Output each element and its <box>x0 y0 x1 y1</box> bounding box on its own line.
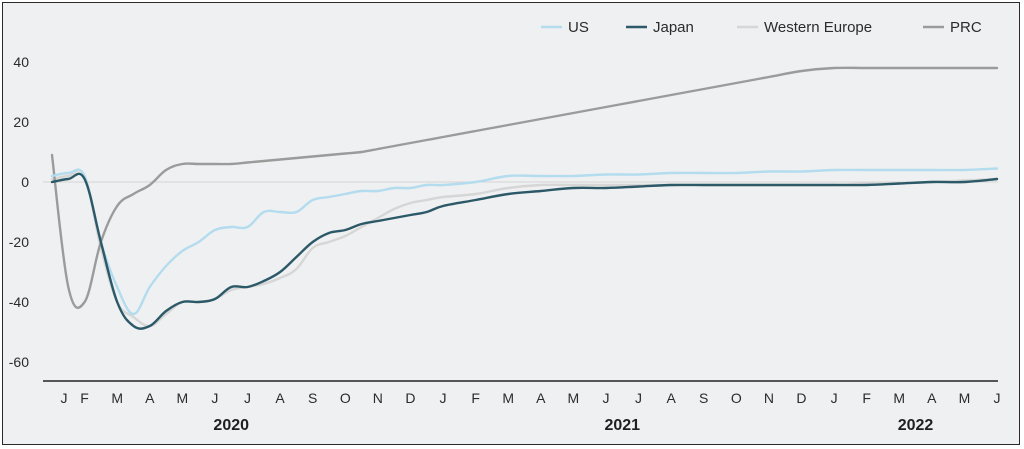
x-tick-label: N <box>764 390 774 406</box>
x-tick-label: S <box>699 390 708 406</box>
x-tick-label: M <box>177 390 189 406</box>
y-tick-label: -20 <box>9 234 29 250</box>
x-tick-label: J <box>244 390 251 406</box>
x-tick-label: F <box>80 390 89 406</box>
x-tick-label: J <box>61 390 68 406</box>
series-line-japan <box>50 172 999 330</box>
x-tick-label: S <box>308 390 317 406</box>
year-label: 2021 <box>604 417 640 434</box>
x-tick-label: M <box>502 390 514 406</box>
x-tick-label: M <box>893 390 905 406</box>
legend-label-prc: PRC <box>950 19 982 36</box>
x-tick-label: M <box>959 390 971 406</box>
x-tick-label: J <box>211 390 218 406</box>
x-tick-label: M <box>111 390 123 406</box>
x-tick-label: O <box>340 390 351 406</box>
y-tick-label: -60 <box>9 354 29 370</box>
x-tick-label: D <box>405 390 415 406</box>
x-tick-label: A <box>536 390 546 406</box>
x-tick-label: A <box>275 390 285 406</box>
x-tick-label: J <box>635 390 642 406</box>
x-tick-label: J <box>440 390 447 406</box>
x-tick-label: M <box>568 390 580 406</box>
x-tick-label: D <box>796 390 806 406</box>
series-line-us <box>50 167 999 316</box>
y-tick-label: -40 <box>9 294 29 310</box>
year-label: 2022 <box>898 417 934 434</box>
legend-label-us: US <box>568 19 589 36</box>
x-tick-label: J <box>994 390 1001 406</box>
x-tick-label: A <box>666 390 676 406</box>
legend-label-japan: Japan <box>653 19 694 36</box>
x-tick-label: N <box>373 390 383 406</box>
year-label: 2020 <box>213 417 249 434</box>
y-tick-label: 40 <box>13 54 29 70</box>
x-tick-label: O <box>731 390 742 406</box>
x-tick-label: A <box>145 390 155 406</box>
x-tick-label: J <box>602 390 609 406</box>
legend-label-western-europe: Western Europe <box>764 19 872 36</box>
series-line-prc <box>50 66 999 309</box>
x-tick-label: F <box>471 390 480 406</box>
x-tick-label: F <box>862 390 871 406</box>
x-tick-label: J <box>831 390 838 406</box>
y-tick-label: 0 <box>21 174 29 190</box>
y-tick-label: 20 <box>13 114 29 130</box>
x-tick-label: A <box>927 390 937 406</box>
